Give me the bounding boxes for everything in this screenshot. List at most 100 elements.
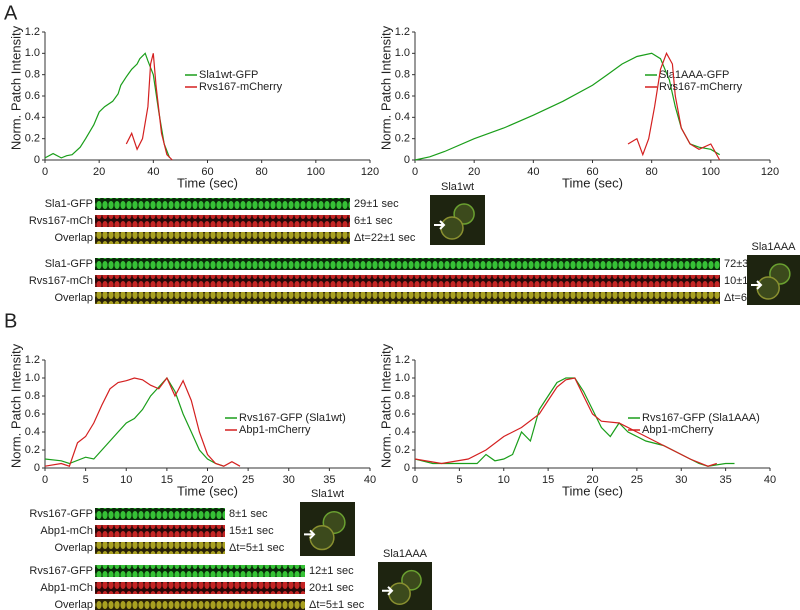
x-tick-label: 15 xyxy=(161,474,173,486)
x-axis-title: Time (sec) xyxy=(177,483,238,498)
kymo-strip xyxy=(95,542,225,554)
kymo-strip xyxy=(95,565,305,577)
x-tick-label: 10 xyxy=(120,474,132,486)
kymo-duration: 12±1 sec xyxy=(309,565,354,577)
y-axis-title: Norm. Patch Intensity xyxy=(378,343,393,468)
y-tick-label: 1.0 xyxy=(395,372,410,384)
kymo-label: Overlap xyxy=(54,232,93,244)
y-tick-label: 0.8 xyxy=(395,69,410,81)
arrow xyxy=(434,220,446,230)
kymo-strip xyxy=(95,525,225,537)
legend-label: Rvs167-GFP (Sla1wt) xyxy=(239,412,346,424)
kymo-duration: 20±1 sec xyxy=(309,582,354,594)
x-tick-label: 25 xyxy=(631,474,643,486)
x-axis-title: Time (sec) xyxy=(177,175,238,190)
y-tick-label: 1.2 xyxy=(25,354,40,366)
x-tick-label: 120 xyxy=(361,166,379,178)
y-tick-label: 1.0 xyxy=(25,47,40,59)
cell-label: Sla1wt xyxy=(441,181,474,193)
x-tick-label: 0 xyxy=(412,474,418,486)
x-tick-label: 80 xyxy=(646,166,658,178)
x-tick-label: 0 xyxy=(42,166,48,178)
x-tick-label: 80 xyxy=(256,166,268,178)
y-tick-label: 1.0 xyxy=(25,372,40,384)
kymo-label: Rvs167-mCh xyxy=(29,215,93,227)
x-tick-label: 35 xyxy=(323,474,335,486)
y-tick-label: 0.6 xyxy=(395,408,410,420)
x-tick-label: 40 xyxy=(364,474,376,486)
cell-label: Sla1AAA xyxy=(751,241,796,253)
cell-label: Sla1wt xyxy=(311,488,344,500)
y-tick-label: 0.2 xyxy=(395,133,410,145)
legend-label: Sla1AAA-GFP xyxy=(659,69,729,81)
kymo-duration: Δt=5±1 sec xyxy=(309,599,365,610)
cell xyxy=(440,216,464,240)
cell xyxy=(756,276,780,300)
y-tick-label: 1.0 xyxy=(395,47,410,59)
x-tick-label: 40 xyxy=(147,166,159,178)
y-tick-label: 0.4 xyxy=(395,111,410,123)
x-tick-label: 0 xyxy=(42,474,48,486)
y-tick-label: 0.2 xyxy=(395,444,410,456)
kymo-duration: 8±1 sec xyxy=(229,508,268,520)
legend-label: Rvs167-GFP (Sla1AAA) xyxy=(642,412,760,424)
kymo-duration: 15±1 sec xyxy=(229,525,274,537)
y-tick-label: 0 xyxy=(404,462,410,474)
legend-label: Abp1-mCherry xyxy=(642,424,714,436)
kymo-strip xyxy=(95,198,350,210)
x-tick-label: 5 xyxy=(83,474,89,486)
x-tick-label: 60 xyxy=(586,166,598,178)
y-tick-label: 1.2 xyxy=(395,354,410,366)
y-tick-label: 0.6 xyxy=(395,90,410,102)
y-tick-label: 0.4 xyxy=(395,426,410,438)
x-tick-label: 20 xyxy=(201,474,213,486)
x-tick-label: 40 xyxy=(527,166,539,178)
panel-label: A xyxy=(4,2,18,24)
legend-label: Rvs167-mCherry xyxy=(199,81,283,93)
data-line xyxy=(44,376,224,467)
y-tick-label: 0.6 xyxy=(25,90,40,102)
data-line xyxy=(44,52,171,159)
x-tick-label: 25 xyxy=(242,474,254,486)
data-line xyxy=(627,51,721,161)
kymo-duration: Δt=5±1 sec xyxy=(229,542,285,554)
x-tick-label: 20 xyxy=(93,166,105,178)
kymo-duration: 6±1 sec xyxy=(354,215,393,227)
x-axis-title: Time (sec) xyxy=(562,483,623,498)
legend-label: Abp1-mCherry xyxy=(239,424,311,436)
kymo-strip xyxy=(95,292,720,304)
kymo-duration: Δt=22±1 sec xyxy=(354,232,416,244)
y-axis-title: Norm. Patch Intensity xyxy=(378,25,393,150)
y-tick-label: 0.2 xyxy=(25,444,40,456)
legend-label: Sla1wt-GFP xyxy=(199,69,258,81)
x-tick-label: 30 xyxy=(283,474,295,486)
data-line xyxy=(44,376,241,467)
kymo-strip xyxy=(95,215,350,227)
kymo-strip xyxy=(95,258,720,270)
kymo-label: Abp1-mCh xyxy=(40,525,93,537)
x-tick-label: 60 xyxy=(201,166,213,178)
legend-label: Rvs167-mCherry xyxy=(659,81,743,93)
x-tick-label: 10 xyxy=(498,474,510,486)
y-tick-label: 0.8 xyxy=(25,69,40,81)
kymo-duration: 29±1 sec xyxy=(354,198,399,210)
x-tick-label: 40 xyxy=(764,474,776,486)
x-tick-label: 120 xyxy=(761,166,779,178)
kymo-strip xyxy=(95,232,350,244)
data-line xyxy=(125,53,173,161)
x-tick-label: 20 xyxy=(586,474,598,486)
y-tick-label: 0.8 xyxy=(395,390,410,402)
kymo-label: Sla1-GFP xyxy=(45,198,93,210)
x-tick-label: 100 xyxy=(702,166,720,178)
arrow xyxy=(304,529,316,540)
kymo-label: Sla1-GFP xyxy=(45,258,93,270)
kymo-label: Rvs167-mCh xyxy=(29,275,93,287)
arrow xyxy=(382,586,394,596)
x-tick-label: 5 xyxy=(456,474,462,486)
y-tick-label: 0 xyxy=(404,154,410,166)
data-line xyxy=(414,377,717,467)
arrow xyxy=(751,280,763,290)
x-tick-label: 35 xyxy=(720,474,732,486)
y-tick-label: 0.6 xyxy=(25,408,40,420)
